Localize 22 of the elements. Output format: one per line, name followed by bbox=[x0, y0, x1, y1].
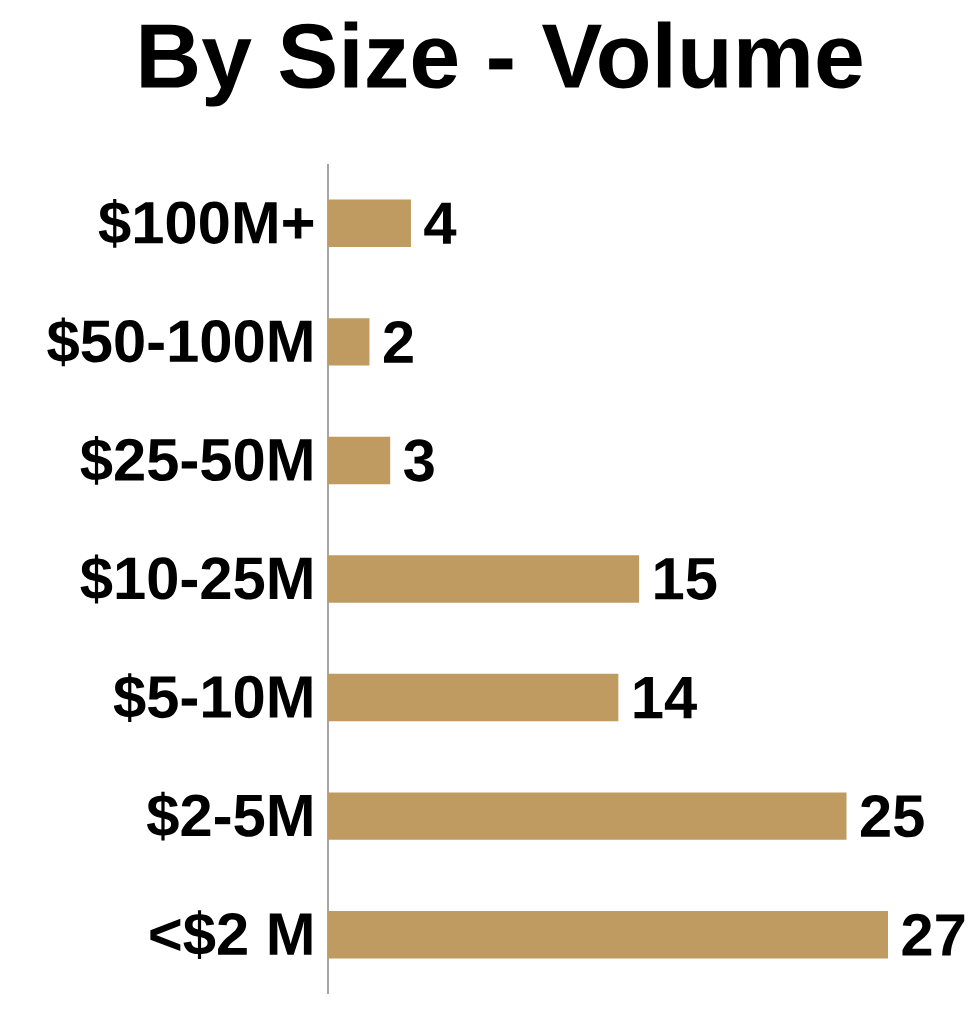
y-tick-label: $2-5M bbox=[147, 791, 312, 841]
data-label: 27 bbox=[902, 913, 965, 956]
y-tick-label: $5-10M bbox=[113, 673, 312, 722]
y-tick-label: <$2 M bbox=[150, 910, 312, 960]
data-label: 2 bbox=[383, 321, 413, 363]
bar bbox=[328, 199, 411, 248]
bar bbox=[328, 792, 847, 840]
y-tick-label: $100M+ bbox=[98, 198, 314, 248]
bar bbox=[328, 911, 888, 959]
data-label: 4 bbox=[424, 202, 457, 244]
y-tick-label: $10-25M bbox=[80, 554, 312, 604]
y-tick-label: $25-50M bbox=[80, 436, 312, 485]
bar bbox=[328, 555, 640, 603]
data-label: 3 bbox=[404, 439, 434, 482]
bar bbox=[328, 436, 391, 485]
bar bbox=[328, 318, 370, 366]
data-label: 25 bbox=[861, 795, 924, 838]
data-label: 14 bbox=[634, 677, 697, 719]
data-label: 15 bbox=[655, 558, 717, 600]
y-tick-label: $50-100M bbox=[47, 317, 312, 367]
chart-title: By Size - Volume bbox=[141, 21, 862, 107]
bar bbox=[328, 673, 619, 722]
